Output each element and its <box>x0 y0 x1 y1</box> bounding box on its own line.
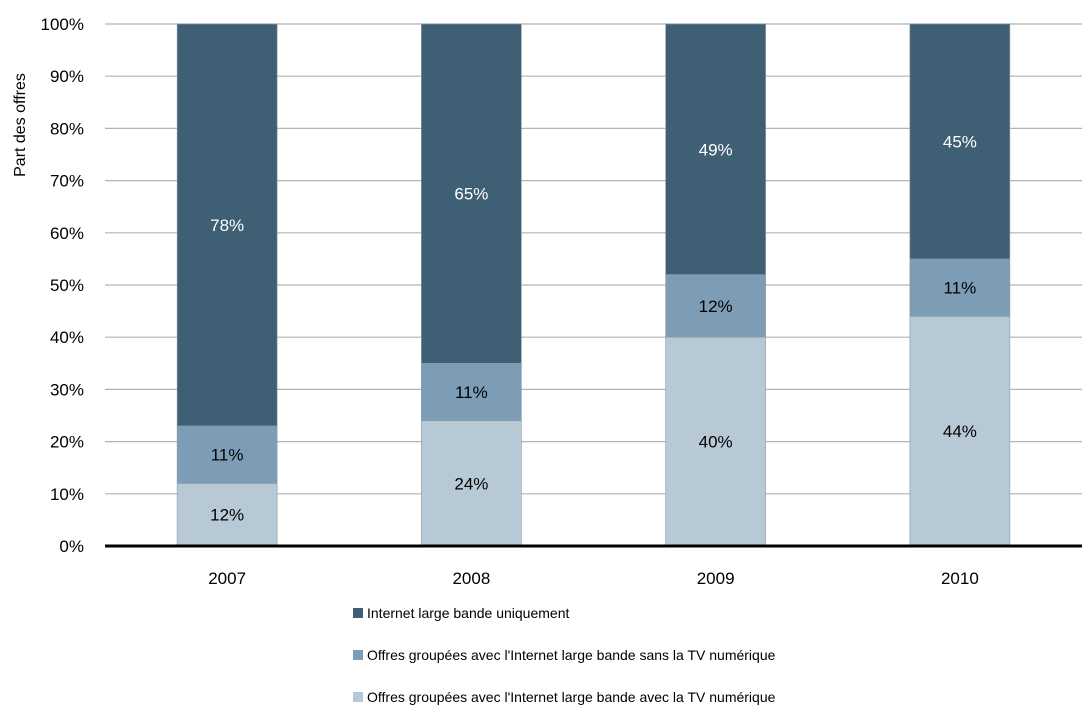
y-axis-title: Part des offres <box>12 73 29 177</box>
y-tick-label: 30% <box>50 380 84 399</box>
legend: Internet large bande uniquement Offres gr… <box>353 605 776 705</box>
bar-segment <box>665 274 766 338</box>
bar-segment <box>421 420 522 547</box>
bars <box>176 23 1011 547</box>
data-label: 11% <box>455 383 488 402</box>
data-label: 12% <box>210 506 244 525</box>
data-label: 11% <box>211 446 244 465</box>
y-tick-label: 100% <box>41 15 84 34</box>
data-labels: 12% 11% 78% 24% 11% 65% 40% 12% 49% 44% 11% 45% <box>210 132 977 524</box>
x-tick-label: 2008 <box>452 569 490 588</box>
legend-label: Offres groupées avec l'Internet large ba… <box>367 689 776 705</box>
bar-segment <box>665 336 766 547</box>
data-label: 45% <box>943 132 977 151</box>
data-label: 78% <box>210 216 244 235</box>
data-label: 44% <box>943 422 977 441</box>
x-tick-label: 2007 <box>208 569 246 588</box>
y-tick-label: 40% <box>50 328 84 347</box>
data-label: 49% <box>699 140 733 159</box>
bar-segment <box>909 23 1011 260</box>
y-tick-label: 70% <box>50 172 84 191</box>
legend-swatch <box>353 608 363 618</box>
legend-swatch <box>353 650 363 660</box>
data-label: 65% <box>454 185 488 204</box>
bar-segment <box>421 23 522 364</box>
bar-segment <box>176 23 278 427</box>
y-tick-label: 80% <box>50 119 84 138</box>
legend-label: Offres groupées avec l'Internet large ba… <box>367 647 776 663</box>
y-tick-label: 90% <box>50 67 84 86</box>
y-tick-label: 0% <box>59 537 84 556</box>
data-label: 11% <box>943 279 976 298</box>
y-tick-label: 60% <box>50 224 84 243</box>
bar-segment <box>909 258 1011 317</box>
legend-swatch <box>353 692 363 702</box>
x-tick-label: 2009 <box>697 569 735 588</box>
y-tick-label: 10% <box>50 485 84 504</box>
data-label: 12% <box>699 297 733 316</box>
bar-segment <box>421 362 522 422</box>
bar-segment <box>909 316 1011 547</box>
bar-segment <box>176 425 278 484</box>
legend-label: Internet large bande uniquement <box>367 605 569 621</box>
x-tick-label: 2010 <box>941 569 979 588</box>
bar-segment <box>665 23 766 275</box>
data-label: 24% <box>454 474 488 493</box>
axes: 0% 10% 20% 30% 40% 50% 60% 70% 80% 90% 100% 2007 200… <box>41 15 1082 588</box>
y-tick-label: 50% <box>50 276 84 295</box>
y-tick-label: 20% <box>50 433 84 452</box>
data-label: 40% <box>699 433 733 452</box>
